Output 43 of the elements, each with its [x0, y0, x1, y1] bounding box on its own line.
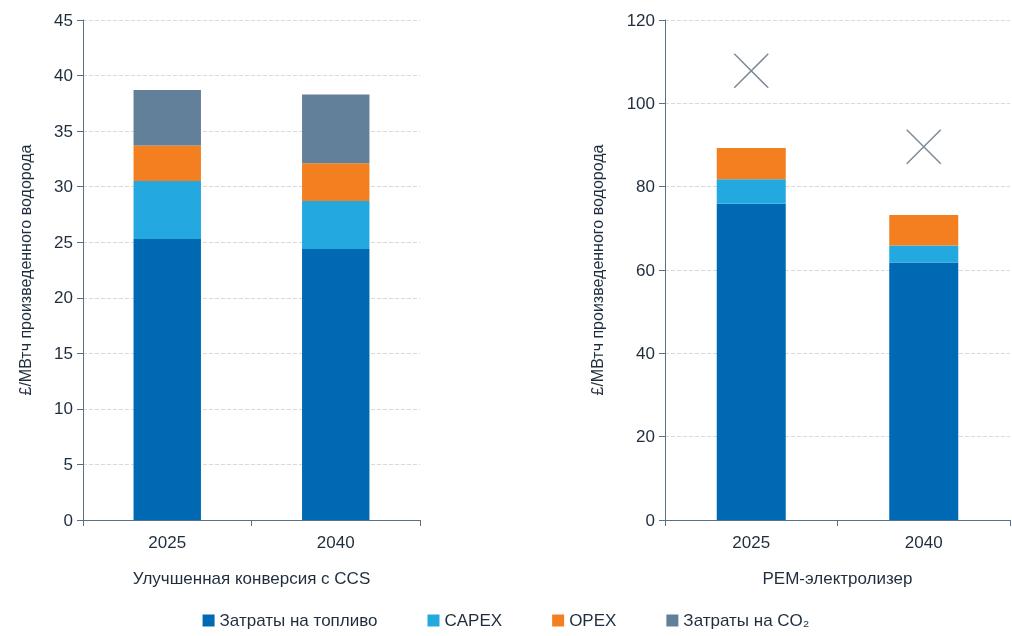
x-tick-label: 2040	[316, 533, 355, 552]
bar	[716, 203, 786, 520]
y-tick-label: 15	[54, 343, 73, 363]
bar	[302, 248, 370, 520]
y-tick-label: 10	[54, 399, 73, 419]
bar	[889, 245, 959, 263]
x-tick-label: 2040	[904, 533, 943, 552]
y-tick-label: 100	[626, 93, 655, 113]
x-tick-label: 2025	[732, 533, 771, 552]
y-tick-label: 0	[63, 510, 73, 530]
y-tick-label: 60	[636, 260, 655, 280]
x-axis-title: PEM-электролизер	[762, 569, 913, 588]
y-tick-label: 5	[63, 454, 73, 474]
bar	[133, 238, 201, 520]
y-tick-label: 40	[636, 343, 655, 363]
bar	[716, 147, 786, 180]
y-tick-label: 80	[636, 177, 655, 197]
y-tick-label: 20	[54, 288, 73, 308]
bar	[302, 163, 370, 202]
y-tick-label: 25	[54, 232, 73, 252]
bar	[302, 201, 370, 249]
bar	[133, 145, 201, 182]
y-axis-title: £/МВтч произведенного водорода	[16, 144, 34, 396]
bar	[889, 215, 959, 246]
y-axis-title: £/МВтч произведенного водорода	[588, 144, 606, 396]
y-tick-label: 40	[54, 66, 73, 86]
y-tick-label: 35	[54, 121, 73, 141]
y-tick-label: 0	[645, 510, 655, 530]
y-tick-label: 20	[636, 427, 655, 447]
y-tick-label: 45	[54, 10, 73, 30]
bar	[302, 94, 370, 164]
y-tick-label: 120	[626, 10, 655, 30]
legend-label: Затраты на CO₂	[683, 611, 810, 630]
y-tick-label: 30	[54, 177, 73, 197]
legend-label: Затраты на топливо	[219, 611, 378, 630]
bar	[133, 181, 201, 239]
bar	[889, 262, 959, 520]
bar	[133, 90, 201, 146]
legend-label: CAPEX	[444, 611, 503, 630]
bar	[716, 179, 786, 204]
x-tick-label: 2025	[148, 533, 187, 552]
legend-label: OPEX	[569, 611, 617, 630]
x-axis-title: Улучшенная конверсия с CCS	[132, 569, 371, 588]
